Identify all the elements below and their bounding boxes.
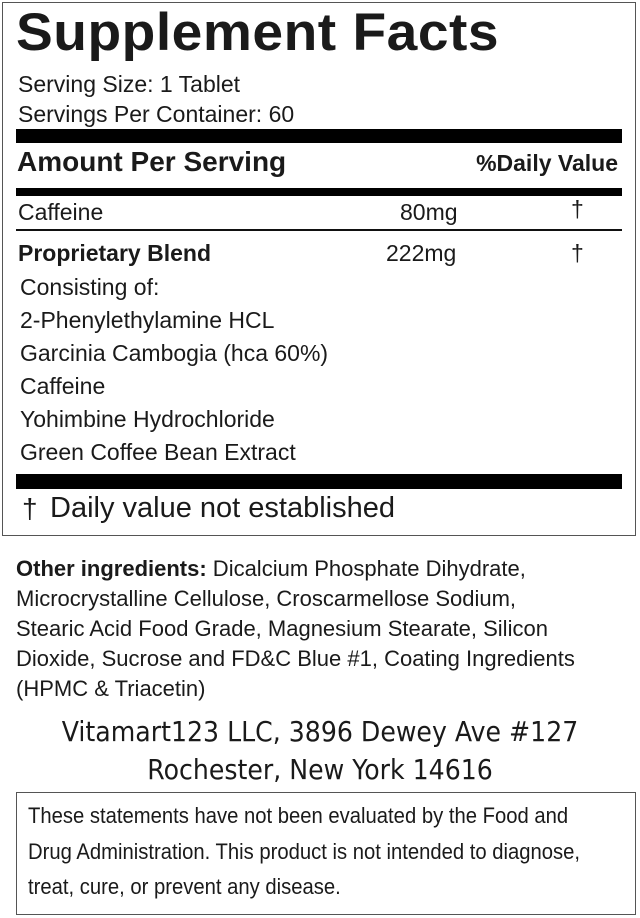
manufacturer-address: Vitamart123 LLC, 3896 Dewey Ave #127	[61, 715, 579, 748]
daily-value-header: %Daily Value	[476, 150, 618, 176]
nutrient-name: Caffeine	[18, 199, 104, 225]
other-ingredients-line: (HPMC & Triacetin)	[16, 676, 206, 701]
blend-component: Yohimbine Hydrochloride	[20, 406, 275, 432]
disclaimer-box	[16, 792, 636, 915]
disclaimer-line: treat, cure, or prevent any disease.	[28, 874, 341, 899]
other-ingredients-label: Other ingredients:	[16, 556, 207, 581]
medium-divider	[16, 188, 622, 196]
thin-divider	[16, 229, 622, 231]
blend-component: Caffeine	[20, 373, 106, 399]
serving-size: Serving Size: 1 Tablet	[18, 71, 241, 97]
blend-component: Consisting of:	[20, 274, 160, 300]
blend-component: 2-Phenylethylamine HCL	[20, 307, 275, 333]
nutrient-amount: 80mg	[400, 199, 458, 225]
blend-component: Garcinia Cambogia (hca 60%)	[20, 340, 329, 366]
nutrient-amount: 222mg	[386, 240, 457, 266]
servings-per-container: Servings Per Container: 60	[18, 101, 295, 127]
panel-title: Supplement Facts	[16, 3, 500, 62]
other-ingredients-line: Stearic Acid Food Grade, Magnesium Stear…	[16, 616, 548, 641]
dagger-icon: †	[22, 493, 38, 524]
disclaimer-line: These statements have not been evaluated…	[28, 803, 569, 828]
amount-per-serving-header: Amount Per Serving	[17, 146, 287, 177]
other-ingredients-line: Other ingredients: Dicalcium Phosphate D…	[16, 556, 526, 582]
manufacturer-city: Rochester, New York 14616	[147, 753, 493, 786]
other-ingredients-text: Dicalcium Phosphate Dihydrate,	[206, 556, 526, 581]
nutrient-name: Proprietary Blend	[18, 240, 211, 266]
supplement-facts-panel	[2, 2, 636, 536]
blend-component: Green Coffee Bean Extract	[20, 439, 296, 465]
dagger-icon: †	[571, 240, 584, 266]
other-ingredients-line: Microcrystalline Cellulose, Croscarmello…	[16, 586, 517, 611]
dagger-icon: †	[571, 196, 584, 222]
footnote-text: Daily value not established	[50, 492, 395, 524]
thick-divider	[16, 474, 622, 489]
thick-divider	[16, 129, 622, 143]
disclaimer-line: Drug Administration. This product is not…	[28, 839, 581, 864]
other-ingredients-line: Dioxide, Sucrose and FD&C Blue #1, Coati…	[16, 646, 575, 671]
